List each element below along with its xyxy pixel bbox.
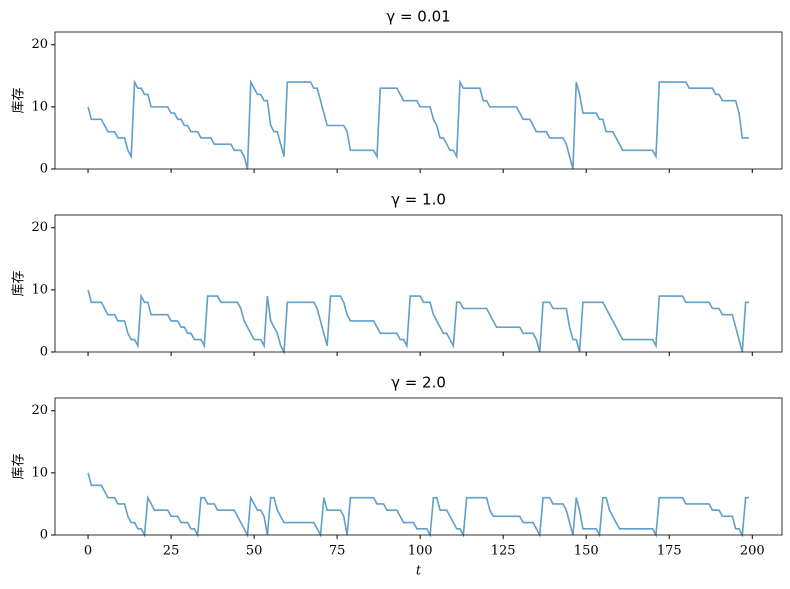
subplot-title: γ = 0.01 [386, 8, 450, 26]
subplot-title: γ = 2.0 [391, 374, 446, 392]
y-tick-label: 10 [31, 465, 48, 480]
y-axis-label: 库存 [11, 87, 27, 113]
subplot-title: γ = 1.0 [391, 191, 446, 209]
data-line [87, 472, 749, 538]
axes-frame [54, 397, 783, 536]
y-axis-label: 库存 [11, 453, 27, 479]
axes-frame [54, 214, 783, 353]
x-tick-label: 25 [163, 544, 180, 559]
x-tick-label: 175 [657, 544, 682, 559]
x-tick-label: 200 [740, 544, 765, 559]
x-tick-label: 150 [574, 544, 599, 559]
x-tick-label: 100 [408, 544, 433, 559]
x-tick-label: 125 [491, 544, 516, 559]
axes-frame [54, 31, 783, 170]
y-tick-label: 20 [31, 220, 48, 235]
y-tick-label: 0 [40, 528, 48, 543]
y-tick-label: 0 [40, 162, 48, 177]
x-axis-label: t [416, 564, 422, 579]
y-tick-label: 10 [31, 282, 48, 297]
x-tick-label: 75 [329, 544, 346, 559]
y-tick-label: 0 [40, 345, 48, 360]
y-tick-label: 20 [31, 403, 48, 418]
y-axis-label: 库存 [11, 270, 27, 296]
x-tick-label: 50 [246, 544, 263, 559]
data-line [87, 289, 749, 355]
x-tick-label: 0 [84, 544, 92, 559]
y-tick-label: 10 [31, 99, 48, 114]
data-line [87, 79, 749, 170]
y-tick-label: 20 [31, 37, 48, 52]
